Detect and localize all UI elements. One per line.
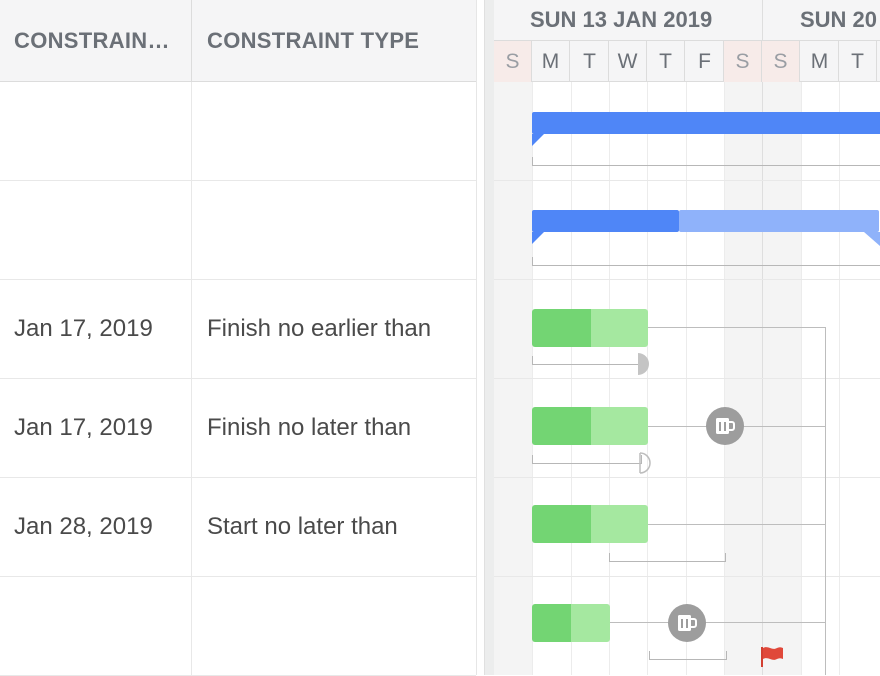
grid-row[interactable]: Jan 28, 2019 Start no later than [0, 478, 476, 577]
beer-mug-icon[interactable] [668, 604, 706, 642]
task-bar-progress[interactable] [532, 604, 571, 642]
timeline-header: SUN 13 JAN 2019 SUN 20 S M T W T F S S M… [494, 0, 880, 82]
day-gridline [571, 40, 572, 675]
day-gridline [686, 40, 687, 675]
day-gridline [724, 40, 725, 675]
grid-row[interactable] [0, 181, 476, 280]
constraint-date-cell[interactable]: Jan 17, 2019 [0, 280, 192, 378]
constraint-date-cell[interactable]: Jan 17, 2019 [0, 379, 192, 477]
dependency-line-vertical[interactable] [825, 327, 826, 675]
constraint-marker-finish-no-later-icon [639, 452, 651, 474]
day-label: T [571, 41, 609, 82]
week-divider [762, 0, 763, 40]
grid-row[interactable] [0, 577, 476, 676]
gantt-chart: SUN 13 JAN 2019 SUN 20 S M T W T F S S M… [494, 0, 880, 675]
task-bar-progress[interactable] [532, 505, 591, 543]
baseline-bracket [609, 553, 726, 562]
constraint-date-cell[interactable] [0, 82, 192, 180]
row-separator [494, 279, 880, 280]
baseline-bracket [649, 651, 727, 660]
constraint-type-cell[interactable]: Start no later than [207, 513, 398, 540]
day-label: W [609, 41, 647, 82]
constraint-date-cell[interactable] [0, 577, 192, 675]
day-gridline [609, 40, 610, 675]
constraint-type-cell[interactable]: Finish no earlier than [207, 315, 432, 342]
summary-task-bar[interactable] [532, 112, 880, 134]
task-bar-remaining[interactable] [591, 505, 648, 543]
row-separator [494, 576, 880, 577]
constraint-type-cell[interactable] [193, 181, 476, 279]
dependency-line[interactable] [648, 327, 825, 328]
column-header-constraint-date[interactable]: CONSTRAIN… [0, 0, 192, 81]
constraint-date-cell[interactable] [0, 181, 192, 279]
row-separator [494, 180, 880, 181]
week-label: SUN 13 JAN 2019 [530, 7, 713, 32]
task-bar-progress[interactable] [532, 309, 591, 347]
day-label: M [801, 41, 839, 82]
baseline-bracket [532, 455, 642, 464]
weekend-column [494, 0, 532, 675]
row-separator [494, 378, 880, 379]
day-label: S [494, 41, 532, 82]
grid-splitter[interactable] [484, 0, 495, 675]
grid-row[interactable]: Jan 17, 2019 Finish no later than [0, 379, 476, 478]
beer-mug-icon[interactable] [706, 407, 744, 445]
grid-row[interactable] [0, 82, 476, 181]
column-header-constraint-type[interactable]: CONSTRAINT TYPE [207, 27, 420, 53]
week-gridline [762, 0, 763, 675]
day-gridline [801, 40, 802, 675]
task-grid: CONSTRAIN… CONSTRAINT TYPE Jan 17, 2019 … [0, 0, 477, 676]
constraint-type-cell[interactable] [193, 577, 476, 675]
summary-task-bar-progress[interactable] [532, 210, 679, 232]
grid-row[interactable]: Jan 17, 2019 Finish no earlier than [0, 280, 476, 379]
baseline-bracket [532, 356, 642, 365]
day-label: S [762, 41, 800, 82]
day-gridline [647, 40, 648, 675]
constraint-marker-finish-no-earlier-icon [638, 353, 649, 375]
flag-icon[interactable] [759, 645, 785, 669]
summary-bar-start-cap [532, 232, 544, 244]
constraint-type-cell[interactable]: Finish no later than [207, 414, 412, 441]
summary-bar-end-cap [864, 232, 880, 246]
week-label: SUN 20 [800, 7, 878, 32]
baseline-bracket [532, 257, 880, 266]
baseline-bracket [532, 157, 880, 166]
day-header-row: S M T W T F S S M T [494, 40, 880, 82]
grid-header: CONSTRAIN… CONSTRAINT TYPE [0, 0, 476, 82]
day-label: T [647, 41, 685, 82]
day-label: M [532, 41, 570, 82]
summary-bar-start-cap [532, 134, 544, 146]
dependency-line[interactable] [610, 622, 825, 623]
row-separator [494, 477, 880, 478]
day-label: S [724, 41, 762, 82]
day-gridline [839, 40, 840, 675]
summary-task-bar-remaining[interactable] [679, 210, 879, 232]
constraint-date-cell[interactable]: Jan 28, 2019 [0, 478, 192, 576]
day-label: F [686, 41, 724, 82]
task-bar-remaining[interactable] [571, 604, 610, 642]
task-bar-remaining[interactable] [591, 309, 648, 347]
dependency-line[interactable] [648, 524, 825, 525]
constraint-type-cell[interactable] [193, 82, 476, 180]
task-bar-remaining[interactable] [591, 407, 648, 445]
task-bar-progress[interactable] [532, 407, 591, 445]
day-label: T [839, 41, 877, 82]
